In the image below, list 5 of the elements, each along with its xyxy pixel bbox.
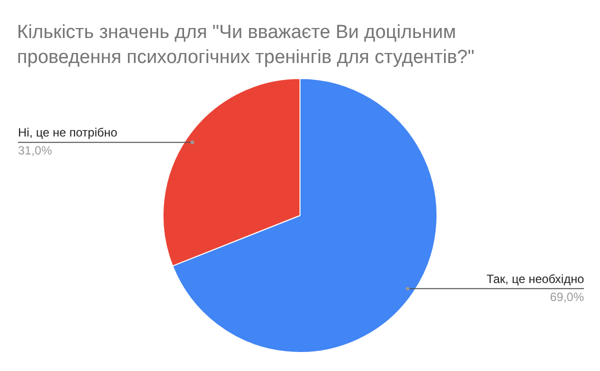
slice-label: Так, це необхідно: [486, 272, 584, 286]
slice-label: Ні, це не потрібно: [18, 126, 118, 140]
data-label: 69,0%: [550, 290, 584, 304]
chart-title: Кількість значень для "Чи вважаєте Ви доцільним проведення психологічних тренінгів для студентів?": [17, 21, 476, 70]
data-label: 31,0%: [18, 144, 52, 158]
